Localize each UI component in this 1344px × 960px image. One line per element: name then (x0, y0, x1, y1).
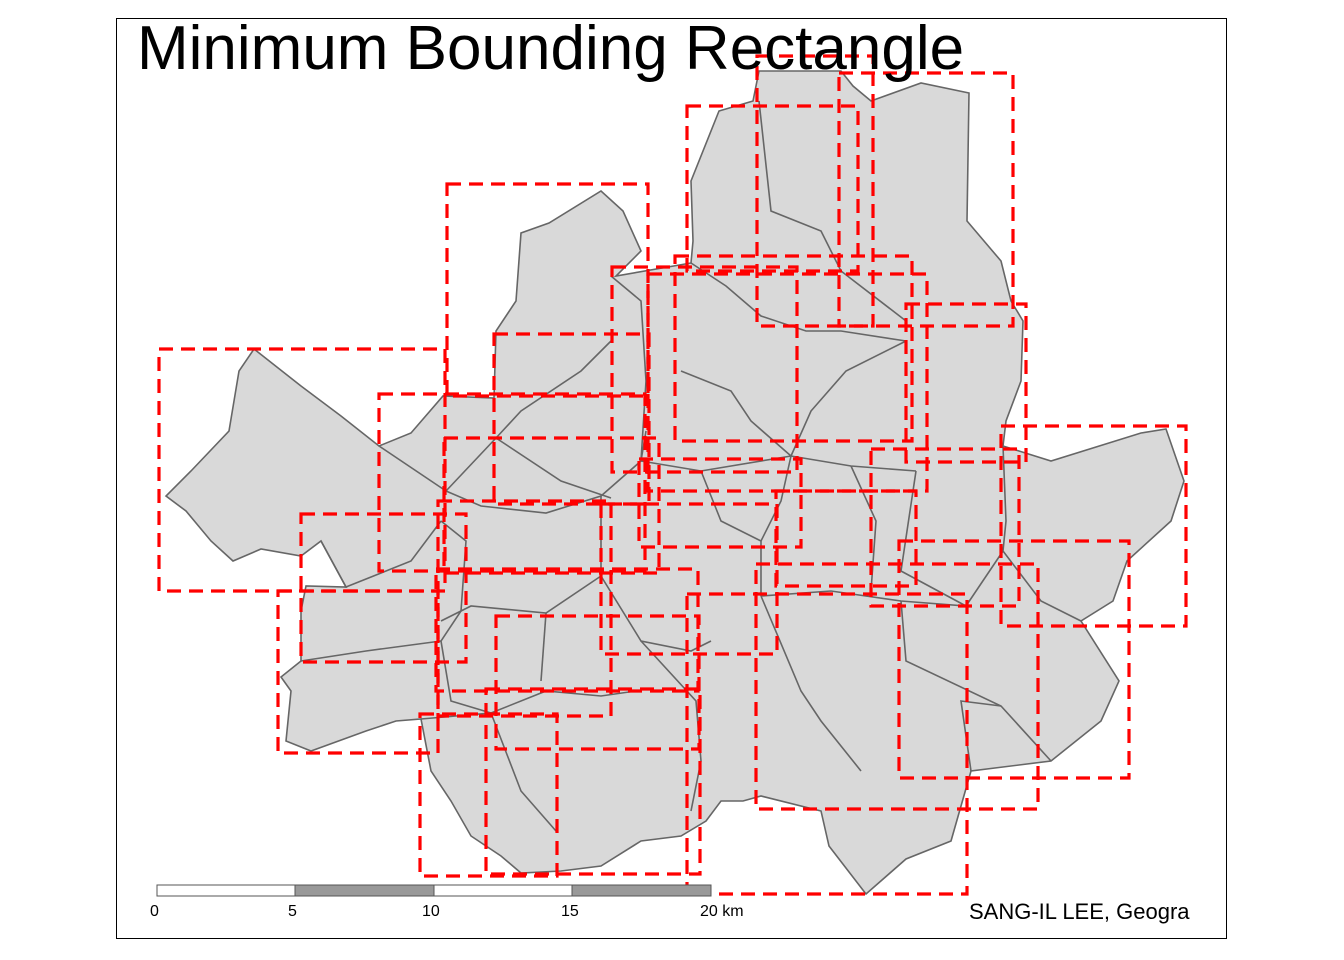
scale-tick-label: 5 (288, 903, 297, 920)
mbr-rect (904, 302, 1028, 464)
scale-tick-label: 15 (561, 903, 579, 920)
map-title: Minimum Bounding Rectangle (137, 18, 965, 83)
mbr-rect (897, 539, 1131, 780)
mbr-rect (445, 182, 650, 398)
scale-segment (156, 884, 296, 897)
mbr-rect (377, 392, 647, 573)
mbr-rect (685, 592, 969, 896)
mbr-rect (276, 589, 440, 755)
mbr-rectangles (157, 54, 1188, 896)
scale-tick-label: 10 (422, 903, 440, 920)
mbr-rect (673, 254, 914, 443)
mbr-rect (774, 489, 918, 588)
mbr-rect (999, 424, 1188, 628)
map-frame: Minimum Bounding Rectangle 0 5 10 15 20 … (116, 18, 1227, 939)
mbr-rect (869, 447, 1021, 608)
map-canvas (156, 54, 1188, 897)
scale-tick-label: 0 (150, 903, 159, 920)
mbr-rect (637, 457, 803, 549)
mbr-rect (755, 54, 875, 328)
scale-tick-label: 20 km (700, 903, 744, 920)
scale-segment (294, 884, 435, 897)
scale-bar (156, 884, 712, 897)
mbr-rect (646, 272, 929, 493)
city-outline (164, 70, 1185, 896)
mbr-rect (484, 687, 702, 876)
mbr-rect (492, 332, 651, 506)
mbr-rect (299, 512, 468, 664)
mbr-rect (434, 567, 700, 693)
mbr-rect (418, 712, 559, 878)
mbr-rect (610, 265, 799, 474)
mbr-rect (754, 562, 1040, 811)
mbr-rect (494, 614, 701, 751)
mbr-rect (685, 104, 860, 273)
credit-text: SANG-IL LEE, Geogra (969, 899, 1190, 924)
scale-segment (433, 884, 573, 897)
scale-segment (571, 884, 712, 897)
